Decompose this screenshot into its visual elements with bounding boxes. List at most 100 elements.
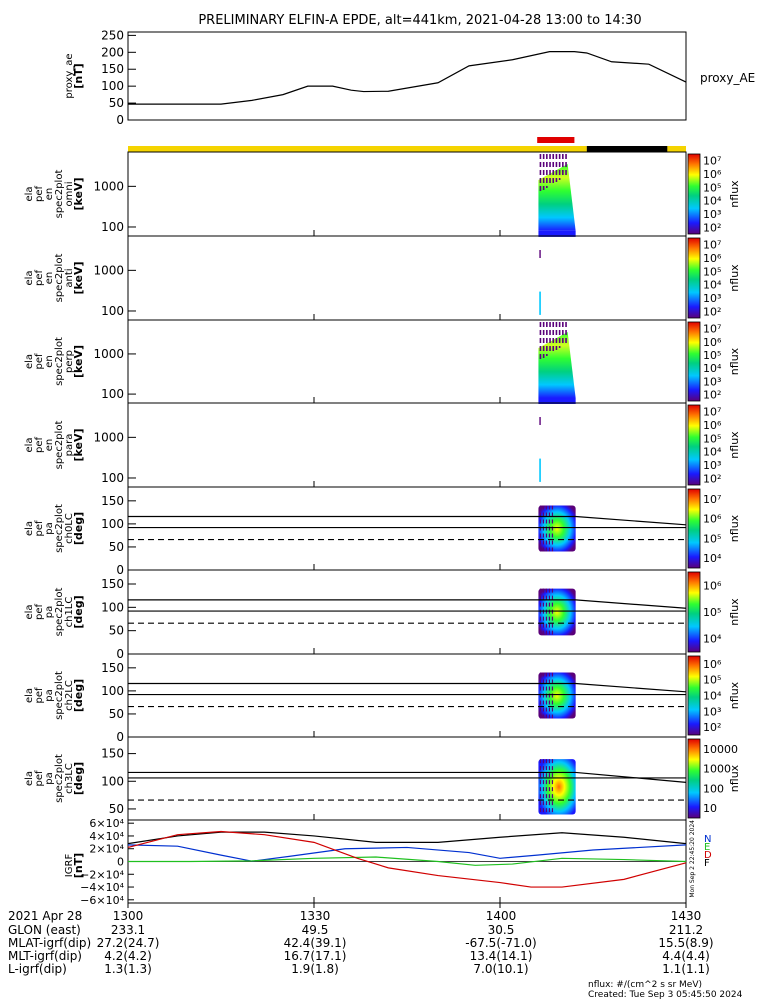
panel-8-ylabel-5: [deg] [72, 762, 85, 795]
eph-row-mlt-v1: 16.7(17.1) [284, 949, 347, 963]
eph-row-l-v0: 1.3(1.3) [104, 962, 152, 976]
panel-6-ytick-label-3: 150 [101, 577, 124, 591]
panel-1-ylabel-3: spec2plot [54, 170, 65, 219]
panel-7-ytick-label-1: 50 [109, 707, 124, 721]
eph-row-mlt-v0: 4.2(4.2) [104, 949, 152, 963]
panel-3-ylabel-0: ela [24, 354, 35, 369]
panel-7-cb-tick-3: 10⁵ [703, 674, 721, 687]
panel-6-ylabel-3: spec2plot [54, 588, 65, 637]
panel-5-cb-tick-1: 10⁵ [703, 532, 721, 545]
panel-2-ylabel-5: [keV] [72, 261, 85, 294]
panel-1-cb-tick-5: 10⁷ [703, 155, 721, 168]
panel-7-cb-label: nflux [728, 681, 741, 709]
eph-row-l-label: L-igrf(dip) [8, 962, 67, 976]
footer-units: nflux: #/(cm^2 s sr MeV) [588, 980, 702, 990]
panel-4-cb-tick-4: 10⁶ [703, 419, 722, 432]
panel-7-ytick-label-3: 150 [101, 661, 124, 675]
panel-8-cb-label: nflux [728, 764, 741, 792]
panel-2-ylabel-1: pef [34, 270, 45, 287]
eph-row-date-v0: 1300 [113, 909, 144, 923]
panel-2-cb-tick-4: 10⁶ [703, 252, 722, 265]
status-red-marker [537, 137, 575, 143]
panel-4-ylabel-5: [keV] [72, 428, 85, 461]
eph-row-date-label: 2021 Apr 28 [8, 909, 82, 923]
panel-1-frame [127, 151, 687, 237]
status-segment-1 [586, 146, 668, 152]
panel-1-ytick-label-0: 100 [101, 220, 124, 234]
panel-4-ylabel-0: ela [24, 437, 35, 452]
igrf-series-N [127, 844, 687, 862]
igrf-legend-D: D [704, 850, 712, 861]
panel-3-cb-tick-4: 10⁶ [703, 336, 722, 349]
panel-1-ylabel-0: ela [24, 186, 35, 201]
panel-6-ytick-label-0: 0 [116, 647, 124, 661]
proxy-ae-ylabel-1: [nT] [72, 63, 85, 88]
igrf-series-E [128, 856, 687, 866]
panel-3-frame [127, 319, 687, 404]
panel-4-ylabel-2: en [44, 439, 55, 452]
panel-1-cb-tick-2: 10⁴ [703, 195, 722, 208]
panel-1-cb-tick-1: 10³ [703, 208, 721, 221]
panel-3-cb-tick-3: 10⁵ [703, 349, 721, 362]
panel-2-ylabel-3: spec2plot [54, 254, 65, 303]
panel-3-ylabel-3: spec2plot [54, 337, 65, 386]
eph-row-date-v1: 1330 [300, 909, 331, 923]
igrf-series-D [127, 830, 687, 888]
proxy-ae-ytick-label-1: 50 [109, 96, 124, 110]
igrf-ytick-label-0: −6×10⁴ [80, 894, 124, 907]
panel-8-ylabel-0: ela [24, 771, 35, 786]
panel-4-cb-tick-3: 10⁵ [703, 432, 721, 445]
panel-2-cb-tick-2: 10⁴ [703, 279, 722, 292]
panel-8-ytick-label-1: 100 [101, 774, 124, 788]
panel-5-ytick-label-2: 100 [101, 517, 124, 531]
igrf-side-note: Mon Sep 2 22:45:20 2024 [689, 820, 696, 898]
eph-row-glon-v2: 30.5 [488, 923, 515, 937]
panel-7-cb-tick-1: 10³ [703, 705, 721, 718]
panel-7-cb-tick-2: 10⁴ [703, 690, 722, 703]
igrf-ytick-label-5: 4×10⁴ [89, 830, 124, 843]
footer-created: Created: Tue Sep 3 05:45:50 2024 [588, 990, 743, 1000]
eph-row-mlt-label: MLT-igrf(dip) [8, 949, 82, 963]
panel-1-cb-label: nflux [728, 180, 741, 208]
proxy-ae-line [128, 51, 687, 105]
panel-5-cb-label: nflux [728, 514, 741, 542]
panel-2-frame [127, 235, 687, 321]
panel-3-ylabel-2: en [44, 355, 55, 368]
panel-5-colorbar [687, 488, 701, 569]
panel-6-ytick-label-2: 100 [101, 600, 124, 614]
panel-8-cb-tick-3: 10000 [703, 743, 738, 756]
eph-row-mlat-v3: 15.5(8.9) [658, 936, 713, 950]
panel-2-colorbar [687, 237, 701, 319]
panel-3-ytick-label-1: 1000 [93, 347, 124, 361]
panel-5-ylabel-2: pa [44, 522, 55, 534]
panel-8-ytick-label-2: 150 [101, 747, 124, 761]
panel-5-losscone-upper [128, 515, 687, 526]
igrf-legend-E: E [704, 842, 710, 853]
panel-2-ytick-label-1: 1000 [93, 263, 124, 277]
panel-5-ylabel-4: ch0LC [64, 513, 75, 544]
panel-3-cb-tick-5: 10⁷ [703, 323, 721, 336]
panel-6-ylabel-2: pa [44, 606, 55, 618]
panel-8-ylabel-4: ch3LC [64, 763, 75, 794]
panel-4-cb-tick-5: 10⁷ [703, 406, 721, 419]
panel-5-cb-tick-3: 10⁷ [703, 493, 721, 506]
panel-1-ylabel-1: pef [34, 186, 45, 203]
igrf-ytick-label-1: −4×10⁴ [80, 881, 124, 894]
panel-3-cb-tick-2: 10⁴ [703, 362, 722, 375]
panel-7-colorbar [687, 655, 701, 736]
panel-6-losscone-upper [128, 599, 687, 609]
panel-1-colorbar [687, 153, 701, 235]
panel-4-ytick-label-1: 1000 [93, 430, 124, 444]
panel-6-cb-tick-1: 10⁵ [703, 606, 721, 619]
panel-7-ylabel-2: pa [44, 689, 55, 701]
igrf-legend-F: F [704, 858, 710, 869]
igrf-legend-N: N [704, 834, 711, 845]
eph-row-mlat-v0: 27.2(24.7) [97, 936, 160, 950]
panel-3-spectrum-blob [538, 332, 576, 398]
eph-row-l-v2: 7.0(10.1) [473, 962, 528, 976]
panel-3-cb-label: nflux [728, 347, 741, 375]
panel-8-cb-tick-0: 10 [703, 802, 717, 815]
panel-7-ylabel-1: pef [34, 687, 45, 704]
eph-row-mlat-v2: -67.5(-71.0) [465, 936, 536, 950]
panel-7-ytick-label-2: 100 [101, 684, 124, 698]
